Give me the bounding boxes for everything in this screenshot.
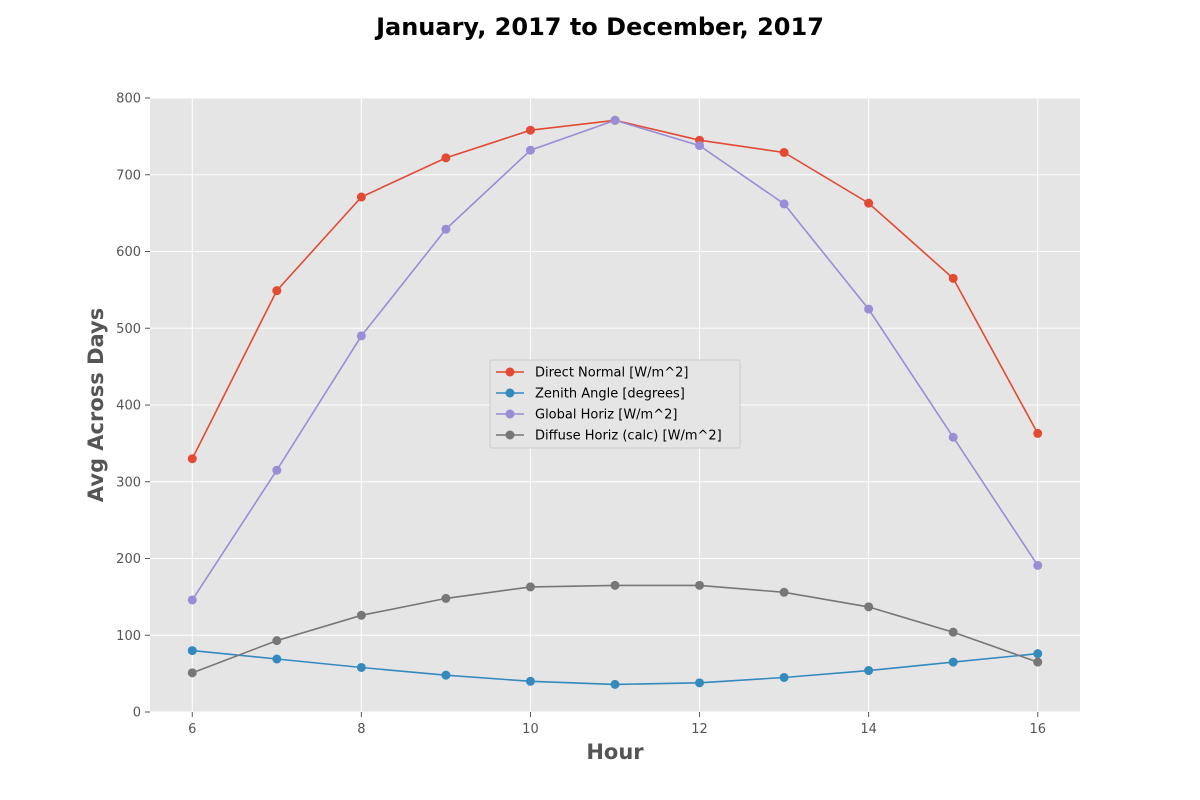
y-tick-label: 700: [116, 168, 141, 183]
y-axis-label: Avg Across Days: [84, 308, 108, 502]
data-point: [695, 580, 705, 590]
legend-box: [489, 359, 741, 449]
legend-label: Direct Normal [W/m^2]: [535, 366, 688, 381]
legend: Direct Normal [W/m^2] Zenith Angle [degre…: [489, 359, 741, 449]
series-4: [187, 580, 1043, 678]
x-tick-label: 14: [860, 722, 877, 737]
legend-marker: [505, 388, 515, 398]
legend-marker: [505, 409, 515, 419]
data-point: [1033, 560, 1043, 570]
legend-label: Diffuse Horiz (calc) [W/m^2]: [535, 429, 722, 444]
legend-label: Zenith Angle [degrees]: [535, 387, 685, 402]
grid-lines: [150, 97, 1080, 713]
legend-item: Zenith Angle [degrees]: [496, 387, 685, 402]
data-point: [187, 595, 197, 605]
data-point: [948, 627, 958, 637]
data-point: [948, 273, 958, 283]
data-point: [864, 198, 874, 208]
data-point: [695, 141, 705, 151]
data-point: [864, 602, 874, 612]
axis-ticks: 0 100 200 300 400 500 600 700 800 6 8 10 12 14 16: [116, 92, 1046, 738]
data-point: [525, 676, 535, 686]
data-point: [948, 657, 958, 667]
data-point: [610, 679, 620, 689]
data-point: [356, 331, 366, 341]
data-point: [272, 286, 282, 296]
data-point: [779, 199, 789, 209]
data-point: [187, 668, 197, 678]
x-tick-label: 16: [1029, 722, 1046, 737]
data-point: [779, 147, 789, 157]
data-point: [864, 666, 874, 676]
data-point: [441, 593, 451, 603]
legend-item: Direct Normal [W/m^2]: [496, 366, 688, 381]
data-point: [610, 580, 620, 590]
series-3: [187, 115, 1043, 605]
data-point: [272, 465, 282, 475]
data-point: [779, 672, 789, 682]
data-point: [356, 192, 366, 202]
x-tick-label: 12: [691, 722, 708, 737]
x-tick-label: 8: [357, 722, 365, 737]
x-tick-label: 10: [522, 722, 539, 737]
data-point: [525, 582, 535, 592]
series-group: [187, 115, 1043, 689]
data-point: [1033, 657, 1043, 667]
data-point: [610, 115, 620, 125]
y-tick-label: 0: [133, 706, 141, 721]
data-point: [272, 636, 282, 646]
data-point: [864, 304, 874, 314]
series-2: [187, 646, 1043, 689]
data-point: [356, 610, 366, 620]
y-tick-label: 500: [116, 322, 141, 337]
data-point: [441, 670, 451, 680]
data-point: [695, 678, 705, 688]
x-tick-label: 6: [188, 722, 196, 737]
y-tick-label: 200: [116, 552, 141, 567]
data-point: [1033, 428, 1043, 438]
y-tick-label: 300: [116, 475, 141, 490]
y-tick-label: 400: [116, 399, 141, 414]
data-point: [356, 662, 366, 672]
legend-marker: [505, 430, 515, 440]
x-axis-label: Hour: [586, 740, 644, 764]
y-tick-label: 600: [116, 245, 141, 260]
data-point: [441, 224, 451, 234]
data-point: [948, 432, 958, 442]
data-point: [779, 587, 789, 597]
data-point: [525, 125, 535, 135]
legend-label: Global Horiz [W/m^2]: [535, 408, 677, 423]
data-point: [187, 454, 197, 464]
legend-marker: [505, 367, 515, 377]
y-tick-label: 800: [116, 92, 141, 107]
chart-title: January, 2017 to December, 2017: [374, 13, 824, 41]
data-point: [525, 145, 535, 155]
data-point: [1033, 649, 1043, 659]
data-point: [187, 646, 197, 656]
data-point: [272, 654, 282, 664]
legend-item: Diffuse Horiz (calc) [W/m^2]: [496, 429, 722, 444]
legend-item: Global Horiz [W/m^2]: [496, 408, 677, 423]
y-tick-label: 100: [116, 629, 141, 644]
data-point: [441, 153, 451, 163]
